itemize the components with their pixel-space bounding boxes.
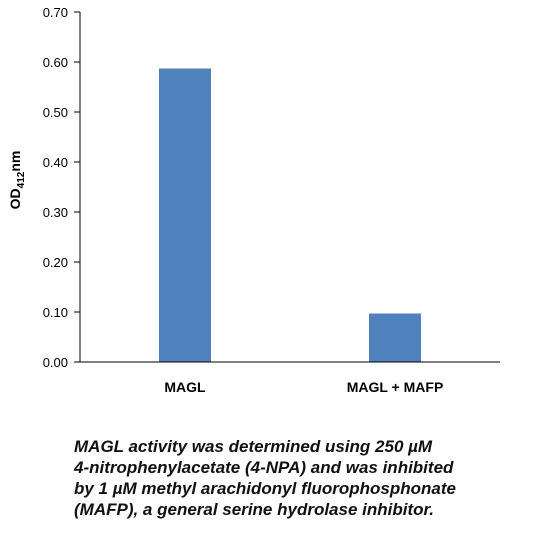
bar-chart: 0.000.100.200.300.400.500.600.70 MAGL MAG… <box>7 5 500 395</box>
y-axis-title-subscript: 412 <box>16 171 27 188</box>
figure-caption: MAGL activity was determined using 250 µ… <box>74 436 529 520</box>
y-tick-label: 0.20 <box>43 255 68 270</box>
y-axis-title-main: OD <box>7 188 23 209</box>
y-tick-label: 0.70 <box>43 5 68 20</box>
y-axis-title-suffix: nm <box>7 151 23 172</box>
y-tick-label: 0.00 <box>43 355 68 370</box>
y-tick-label: 0.60 <box>43 55 68 70</box>
x-category-label: MAGL + MAFP <box>347 379 444 395</box>
caption-line: 4-nitrophenylacetate (4-NPA) and was inh… <box>74 458 454 477</box>
caption-line: (MAFP), a general serine hydrolase inhib… <box>74 500 434 519</box>
y-axis-title: OD412nm <box>7 151 27 210</box>
y-tick-label: 0.50 <box>43 105 68 120</box>
y-tick-label: 0.30 <box>43 205 68 220</box>
bar <box>369 313 421 362</box>
y-tick-label: 0.40 <box>43 155 68 170</box>
bars <box>159 68 421 362</box>
x-category-label: MAGL <box>164 379 206 395</box>
y-axis-ticks: 0.00 0.10 0.20 0.30 0.40 0.50 0.60 0.70 <box>43 5 80 370</box>
bar <box>159 68 211 362</box>
caption-line: MAGL activity was determined using 250 µ… <box>74 437 433 456</box>
caption-line: by 1 µM methyl arachidonyl fluorophospho… <box>74 479 456 498</box>
y-tick-label: 0.10 <box>43 305 68 320</box>
x-axis-labels: MAGL MAGL + MAFP <box>164 379 443 395</box>
